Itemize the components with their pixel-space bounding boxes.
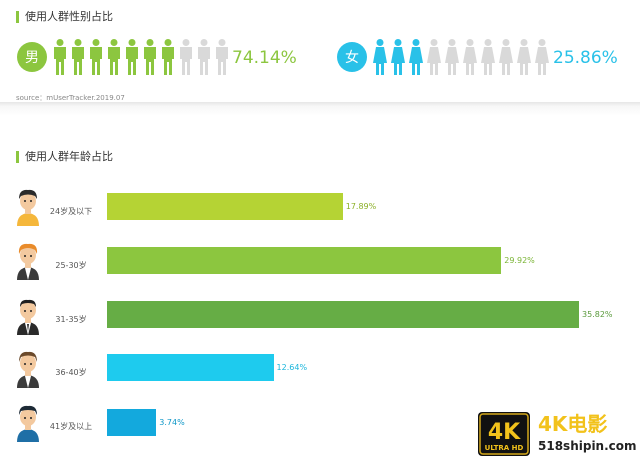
bar-label-41-over: 3.74% [159, 418, 185, 427]
age-label-41-over: 41岁及以上 [49, 422, 93, 431]
svg-text:ULTRA HD: ULTRA HD [485, 444, 524, 452]
bar-25-30 [107, 247, 502, 274]
female-person-icon [517, 39, 531, 75]
bar-41-over [107, 409, 157, 436]
bar-36-40 [107, 354, 274, 381]
gender-section-title: 使用人群性别占比 [16, 11, 113, 23]
section-divider [0, 102, 640, 116]
bar-label-25-30: 29.92% [504, 256, 535, 265]
age-section-title: 使用人群年龄占比 [16, 151, 113, 163]
female-person-icon [409, 39, 423, 75]
avatar-young-man [17, 189, 39, 226]
male-person-icon [198, 39, 210, 75]
female-person-icon [499, 39, 513, 75]
age-label-36-40: 36-40岁 [55, 368, 87, 377]
male-percent: 74.14% [232, 48, 297, 68]
female-person-icon [481, 39, 495, 75]
male-person-icon [126, 39, 138, 75]
male-person-icon [108, 39, 120, 75]
male-person-icon [216, 39, 228, 75]
avatar-orange-hair-man [17, 243, 39, 280]
female-person-icon [373, 39, 387, 75]
female-badge: 女 [337, 42, 367, 72]
bar-31-35 [107, 301, 579, 328]
avatar-middle-aged-man [17, 351, 39, 388]
age-label-24-under: 24岁及以下 [49, 207, 93, 216]
age-label-31-35: 31-35岁 [55, 315, 87, 324]
svg-text:518shipin.com: 518shipin.com [538, 439, 637, 453]
female-people-row [373, 39, 549, 75]
svg-text:4K: 4K [488, 420, 521, 445]
bar-24-under [107, 193, 343, 220]
male-person-icon [180, 39, 192, 75]
bar-label-36-40: 12.64% [276, 363, 308, 372]
svg-text:4K电影: 4K电影 [538, 412, 607, 436]
male-people-row [54, 39, 228, 75]
male-person-icon [144, 39, 156, 75]
male-person-icon [72, 39, 84, 75]
watermark-logo: 4K ULTRA HD 4K电影 518shipin.com [478, 412, 637, 456]
female-person-icon [427, 39, 441, 75]
female-person-icon [463, 39, 477, 75]
avatar-suit-man [17, 299, 39, 335]
male-person-icon [90, 39, 102, 75]
source-note: source：mUserTracker.2019.07 [16, 94, 125, 102]
avatar-older-man [17, 405, 39, 442]
female-percent: 25.86% [553, 48, 618, 68]
bar-label-31-35: 35.82% [582, 310, 613, 319]
male-badge: 男 [17, 42, 47, 72]
female-person-icon [445, 39, 459, 75]
male-person-icon [162, 39, 174, 75]
bar-label-24-under: 17.89% [345, 202, 377, 211]
male-person-icon [54, 39, 66, 75]
female-person-icon [391, 39, 405, 75]
female-person-icon [535, 39, 549, 75]
age-label-25-30: 25-30岁 [55, 261, 87, 270]
